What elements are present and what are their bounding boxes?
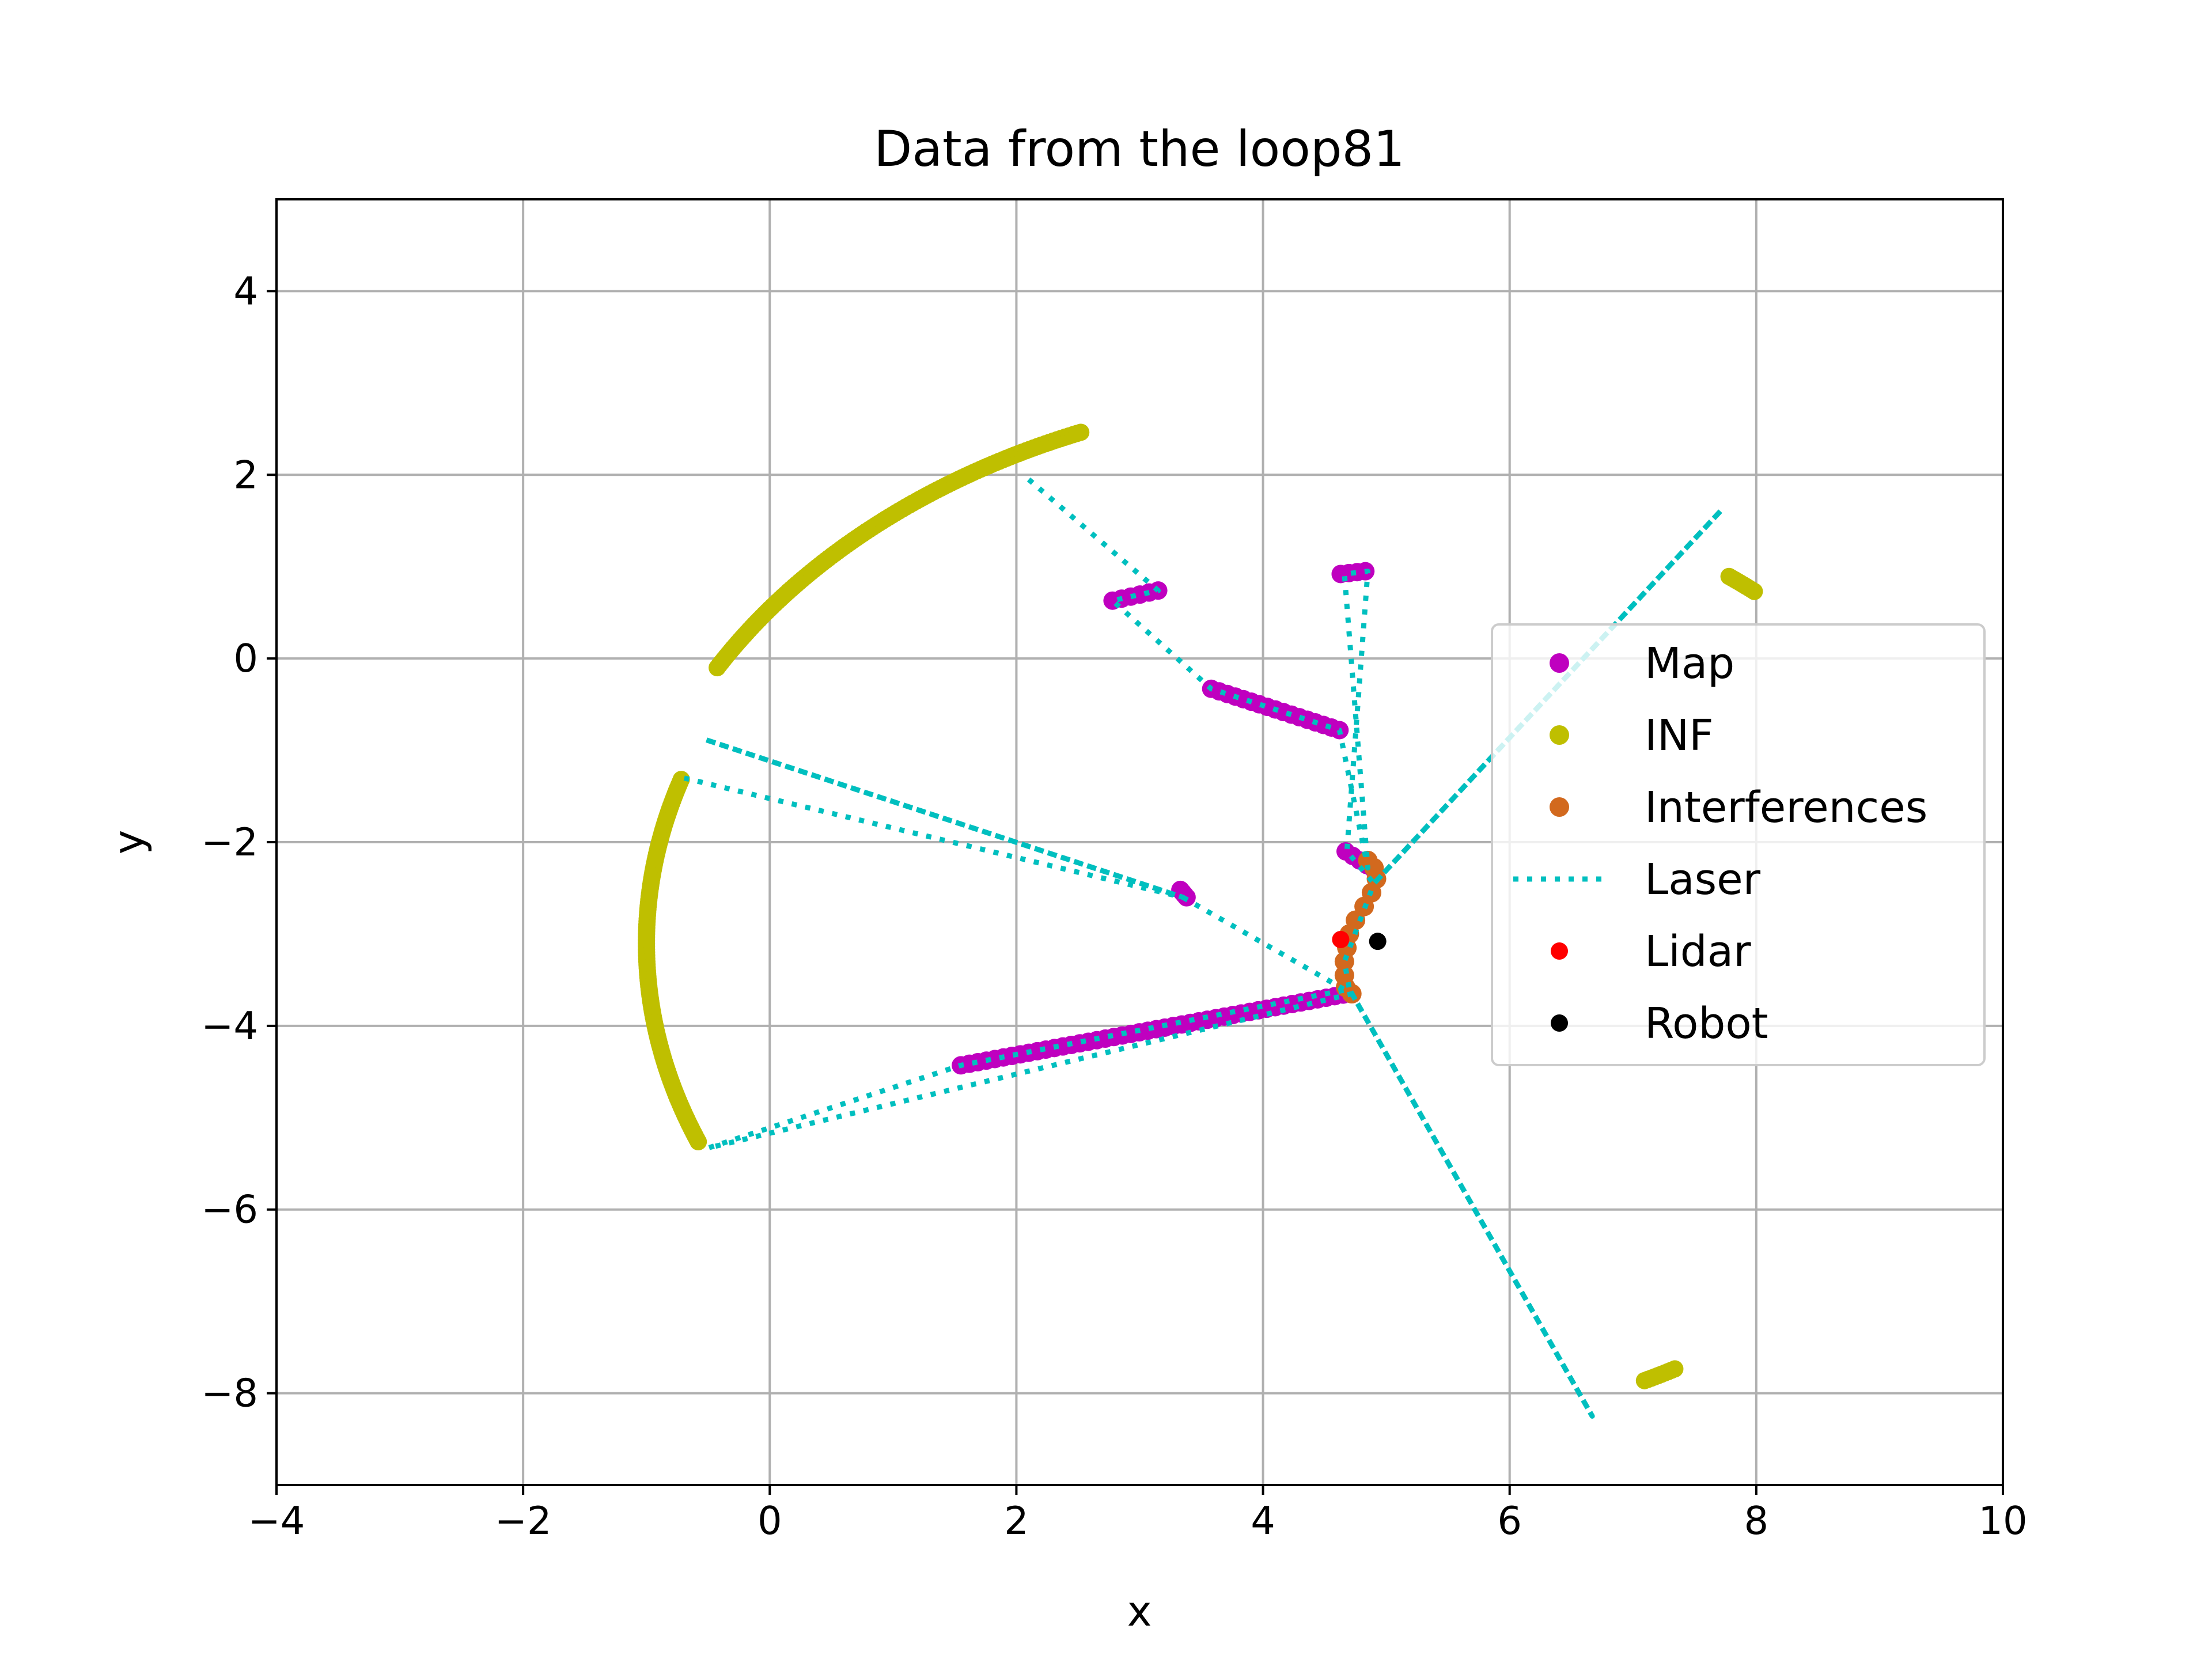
x-tick-label: 10 — [1978, 1498, 2027, 1543]
legend: Map INF Interferences Laser Lidar Robot — [1491, 623, 1986, 1066]
y-tick-label: −6 — [201, 1187, 258, 1232]
legend-marker-interferences — [1550, 797, 1569, 817]
inf-point — [1072, 423, 1090, 441]
laser-line — [683, 477, 1725, 1419]
legend-label-inf: INF — [1645, 711, 1714, 760]
y-tick-label: −8 — [201, 1371, 258, 1416]
legend-marker-inf — [1550, 725, 1569, 745]
plot-area — [638, 423, 1763, 1419]
x-tick-label: −4 — [248, 1498, 305, 1543]
y-tick-label: 4 — [233, 268, 258, 313]
legend-label-map: Map — [1645, 639, 1734, 688]
robot-point — [1369, 933, 1387, 950]
x-axis-label: x — [1127, 1587, 1152, 1635]
y-tick-label: −4 — [201, 1003, 258, 1048]
x-tick-label: 6 — [1497, 1498, 1522, 1543]
legend-label-interferences: Interferences — [1645, 783, 1927, 832]
x-tick-label: 8 — [1744, 1498, 1769, 1543]
legend-label-robot: Robot — [1645, 999, 1768, 1048]
x-tick-label: −2 — [495, 1498, 552, 1543]
y-axis-label: y — [104, 830, 153, 855]
legend-marker-lidar — [1551, 942, 1568, 960]
interference-point — [1334, 952, 1354, 972]
inf-point — [690, 1132, 707, 1150]
axis-ticks: −4 −2 0 2 4 6 8 10 −8 −6 −4 −2 0 2 4 — [201, 268, 2027, 1543]
x-tick-label: 4 — [1251, 1498, 1275, 1543]
legend-label-laser: Laser — [1645, 855, 1761, 904]
legend-marker-robot — [1551, 1014, 1568, 1032]
x-tick-label: 2 — [1004, 1498, 1029, 1543]
chart-title: Data from the loop81 — [874, 120, 1405, 178]
y-tick-label: 2 — [233, 452, 258, 497]
inf-point — [1745, 582, 1763, 600]
lidar-point — [1332, 930, 1350, 948]
inf-point — [1666, 1360, 1684, 1378]
x-tick-label: 0 — [757, 1498, 782, 1543]
legend-box — [1491, 623, 1986, 1066]
y-tick-label: 0 — [233, 636, 258, 681]
y-tick-label: −2 — [201, 820, 258, 865]
legend-marker-map — [1550, 653, 1569, 673]
legend-label-lidar: Lidar — [1645, 927, 1751, 976]
